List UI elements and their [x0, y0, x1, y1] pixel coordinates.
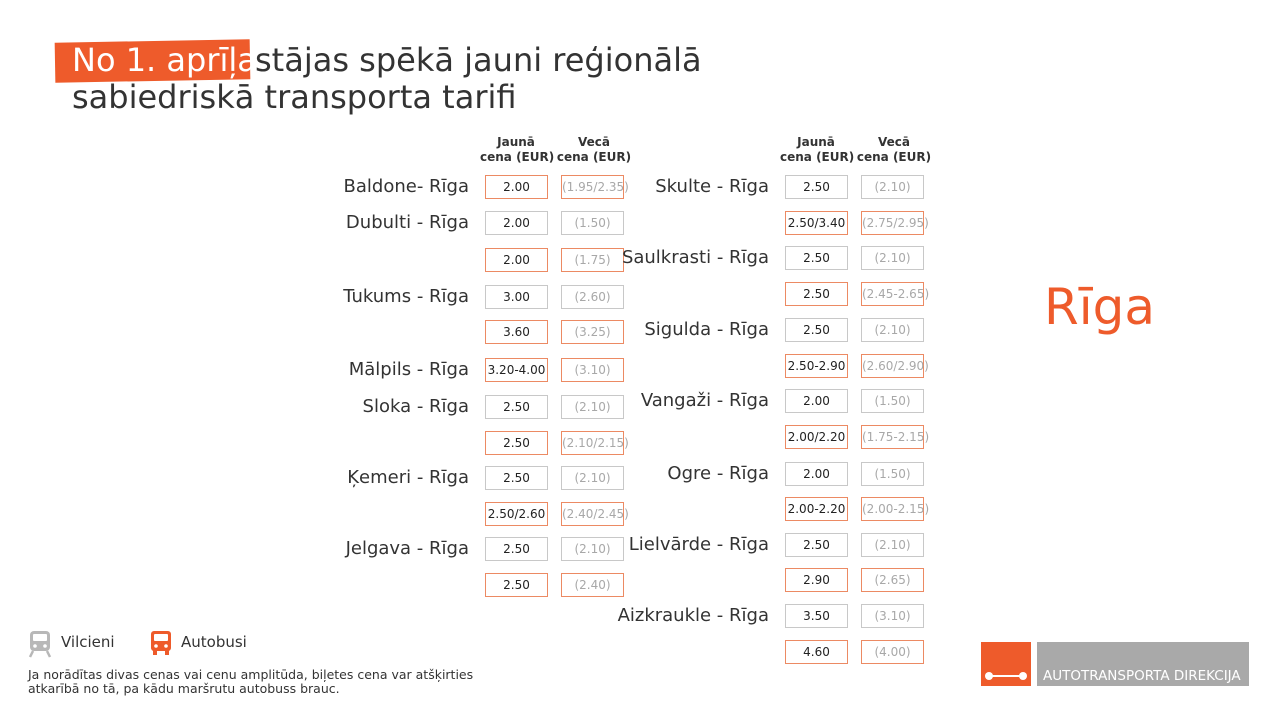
new-price-box: 2.90 [785, 568, 848, 592]
old-price-box: (2.10) [561, 537, 624, 561]
old-price-box: (1.95/2.35) [561, 175, 629, 199]
new-price-box: 3.00 [485, 285, 548, 309]
old-price-box: (3.10) [561, 358, 624, 382]
old-price-box: (1.50) [861, 389, 924, 413]
old-price-box: (2.65) [861, 568, 924, 592]
old-price-box: (2.00-2.15) [861, 497, 929, 521]
new-price-box: 2.50 [785, 282, 848, 306]
logo-bar [1037, 642, 1249, 686]
new-price-box: 2.50 [785, 318, 848, 342]
old-price-box: (1.50) [561, 211, 624, 235]
old-price-box: (1.75) [561, 248, 624, 272]
route-label: Jelgava - Rīga [345, 538, 469, 559]
train-icon [28, 630, 52, 662]
old-price-box: (2.60) [561, 285, 624, 309]
new-price-box: 2.00 [485, 211, 548, 235]
col-header-line: cena (EUR) [556, 150, 632, 164]
old-price-box: (1.75-2.15) [861, 425, 929, 449]
col-header-old-left: Vecā cena (EUR) [556, 135, 632, 165]
new-price-box: 2.50 [485, 395, 548, 419]
route-label: Tukums - Rīga [343, 286, 469, 307]
col-header-new-right: Jaunā cena (EUR) [780, 135, 855, 165]
new-price-box: 3.60 [485, 320, 548, 344]
footnote: Ja norādītas divas cenas vai cenu amplit… [28, 667, 474, 696]
old-price-box: (2.10) [861, 533, 924, 557]
route-label: Aizkraukle - Rīga [617, 605, 769, 626]
col-header-old-right: Vecā cena (EUR) [856, 135, 932, 165]
new-price-box: 2.00 [485, 248, 548, 272]
col-header-line: cena (EUR) [856, 150, 932, 164]
title-text: stājas spēkā jauni reģionālā [255, 41, 702, 79]
old-price-box: (2.10) [861, 246, 924, 270]
new-price-box: 2.50 [785, 246, 848, 270]
route-label: Skulte - Rīga [655, 176, 769, 197]
new-price-box: 2.50 [485, 466, 548, 490]
city-name: Rīga [1044, 278, 1156, 336]
route-label: Baldone- Rīga [343, 176, 469, 197]
old-price-box: (2.10) [861, 175, 924, 199]
title-text-line2: sabiedriskā transporta tarifi [72, 78, 517, 116]
route-label: Ķemeri - Rīga [347, 467, 469, 488]
bus-icon [150, 630, 172, 660]
new-price-box: 2.00 [485, 175, 548, 199]
new-price-box: 4.60 [785, 640, 848, 664]
route-label: Sloka - Rīga [362, 396, 469, 417]
new-price-box: 3.20-4.00 [485, 358, 548, 382]
old-price-box: (2.40) [561, 573, 624, 597]
col-header-new-left: Jaunā cena (EUR) [480, 135, 555, 165]
col-header-line: Jaunā [797, 135, 835, 149]
col-header-line: cena (EUR) [480, 150, 555, 164]
old-price-box: (2.40/2.45) [561, 502, 629, 526]
old-price-box: (2.10/2.15) [561, 431, 629, 455]
new-price-box: 2.50 [485, 573, 548, 597]
legend-bus-label: Autobusi [181, 633, 247, 651]
old-price-box: (4.00) [861, 640, 924, 664]
new-price-box: 2.00 [785, 389, 848, 413]
route-label: Vangaži - Rīga [640, 390, 769, 411]
new-price-box: 2.50/2.60 [485, 502, 548, 526]
old-price-box: (2.60/2.90) [861, 354, 929, 378]
col-header-line: Jaunā [497, 135, 535, 149]
route-label: Sigulda - Rīga [644, 319, 769, 340]
new-price-box: 2.50 [785, 175, 848, 199]
logo-mark [981, 642, 1031, 686]
old-price-box: (1.50) [861, 462, 924, 486]
new-price-box: 2.00 [785, 462, 848, 486]
new-price-box: 2.50 [785, 533, 848, 557]
new-price-box: 2.50 [485, 431, 548, 455]
col-header-line: cena (EUR) [780, 150, 855, 164]
old-price-box: (2.10) [561, 466, 624, 490]
col-header-line: Vecā [878, 135, 910, 149]
new-price-box: 2.50 [485, 537, 548, 561]
new-price-box: 2.50/3.40 [785, 211, 848, 235]
old-price-box: (2.45-2.65) [861, 282, 929, 306]
new-price-box: 2.00-2.20 [785, 497, 848, 521]
new-price-box: 2.00/2.20 [785, 425, 848, 449]
col-header-line: Vecā [578, 135, 610, 149]
route-label: Saulkrasti - Rīga [621, 247, 769, 268]
route-label: Ogre - Rīga [667, 463, 769, 484]
old-price-box: (2.75/2.95) [861, 211, 929, 235]
old-price-box: (2.10) [861, 318, 924, 342]
logo-text: AUTOTRANSPORTA DIREKCIJA [1043, 668, 1241, 684]
title-highlight-text: No 1. aprīļa [72, 41, 257, 79]
route-label: Dubulti - Rīga [345, 212, 469, 233]
route-label: Mālpils - Rīga [348, 359, 469, 380]
new-price-box: 3.50 [785, 604, 848, 628]
new-price-box: 2.50-2.90 [785, 354, 848, 378]
route-label: Lielvārde - Rīga [628, 534, 769, 555]
legend-train-label: Vilcieni [61, 633, 115, 651]
old-price-box: (3.25) [561, 320, 624, 344]
old-price-box: (3.10) [861, 604, 924, 628]
old-price-box: (2.10) [561, 395, 624, 419]
